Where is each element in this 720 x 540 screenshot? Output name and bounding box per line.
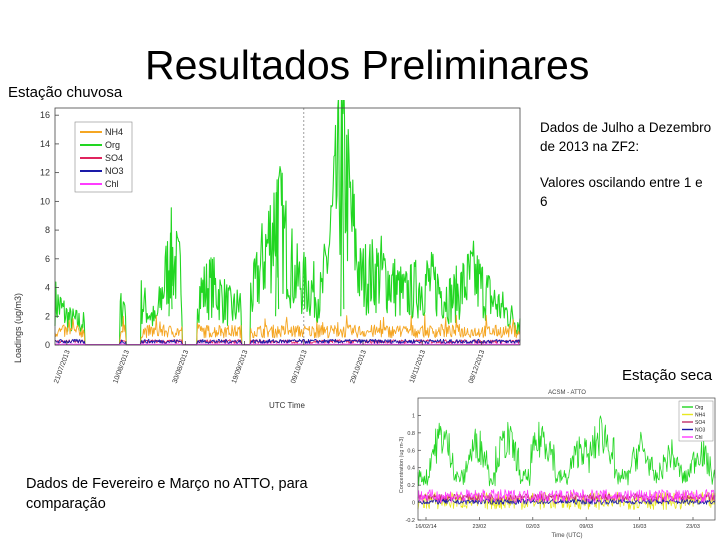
chart2-title: ACSM - ATTO [548, 390, 586, 396]
chart2-ytick-label: 1 [412, 413, 415, 419]
chart2-xtick-label: 02/03 [526, 524, 540, 530]
chart1-ytick-label: 10 [40, 196, 50, 206]
chart2-xtick-label: 16/02/14 [415, 524, 436, 530]
chart1-ytick-label: 2 [45, 311, 50, 321]
chart1-xtick-label: 18/11/2013 [409, 349, 427, 384]
chart1-ytick-label: 12 [40, 168, 50, 178]
chart2-ytick-label: 0.2 [407, 483, 415, 489]
chart2-ytick-label: 0.8 [407, 431, 415, 437]
chart1-xtick-label: 21/07/2013 [53, 349, 72, 384]
chart1-legend-label-nh4: NH4 [105, 127, 123, 137]
chart1-legend-label-so4: SO4 [105, 153, 123, 163]
chart2-legend-label-nh4: NH4 [695, 413, 705, 419]
slide-title: Resultados Preliminares [145, 42, 590, 88]
chart2-series-org [417, 415, 716, 487]
chart2-ylabel: Concentration (ug m-3) [399, 437, 405, 494]
chart2-xlabel: Time (UTC) [551, 533, 582, 539]
wet-season-chart: 0 2 4 6 8 10 12 14 16 21/07/2013 10/08/2013 30/08/2… [13, 100, 521, 410]
chart1-xtick-label: 19/09/2013 [231, 349, 250, 384]
chart1-series-org [54, 100, 521, 346]
chart2-legend-label-no3: NO3 [695, 428, 706, 434]
chart2-series-chl [417, 489, 716, 503]
chart1-series-chl [55, 343, 521, 346]
chart1-xtick-label: 30/08/2013 [172, 349, 191, 384]
chart1-ylabel: Loadings (ug/m3) [13, 293, 23, 363]
chart2-xtick-label: 23/03 [686, 524, 700, 530]
chart2-frame [417, 397, 716, 521]
note-top-line-2: Valores oscilando entre 1 e 6 [540, 175, 703, 209]
chart1-ytick-label: 4 [45, 283, 50, 293]
chart2-series-no3 [417, 498, 716, 505]
chart2-ytick-label: 0.4 [407, 466, 415, 472]
chart2-ytick-label: 0 [412, 501, 415, 507]
chart1-legend-label-no3: NO3 [105, 166, 124, 176]
chart1-ytick-label: 8 [45, 225, 50, 235]
note-top-line-1: Dados de Julho a Dezembro de 2013 na ZF2… [540, 120, 712, 154]
chart1-plot [54, 100, 521, 346]
chart2-legend-label-org: Org [695, 405, 704, 411]
chart1-xtick-label: 29/10/2013 [349, 349, 368, 384]
chart1-xtick-label: 08/12/2013 [468, 349, 487, 384]
chart1-ytick-label: 14 [40, 139, 50, 149]
chart1-xlabel: UTC Time [269, 401, 306, 410]
dry-season-chart: ACSM - ATTO -0.2 0 0.2 0.4 0.6 0.8 1 16/02/14 23… [370, 385, 720, 540]
note-bottom: Dados de Fevereiro e Março no ATTO, para… [26, 476, 308, 512]
chart2-legend-label-so4: SO4 [695, 420, 705, 426]
chart2-legend-label-chl: Chl [695, 435, 703, 441]
dry-season-label: Estação seca [622, 367, 713, 384]
chart1-legend-label-chl: Chl [105, 179, 119, 189]
chart2-ytick-label: -0.2 [406, 518, 415, 524]
chart2-plot [417, 415, 716, 510]
note-top: Dados de Julho a Dezembro de 2013 na ZF2… [540, 118, 712, 228]
chart2-xtick-label: 23/02 [473, 524, 487, 530]
chart2-ytick-label: 0.6 [407, 448, 415, 454]
chart1-legend-label-org: Org [105, 140, 120, 150]
chart1-xtick-label: 09/10/2013 [290, 349, 309, 384]
wet-season-label: Estação chuvosa [8, 84, 123, 101]
chart2-xtick-label: 09/03 [579, 524, 593, 530]
chart2-axes: -0.2 0 0.2 0.4 0.6 0.8 1 16/02/14 23/02 02/03 09/0… [406, 397, 716, 530]
chart1-ytick-label: 6 [45, 254, 50, 264]
chart1-ytick-label: 0 [45, 340, 50, 350]
chart1-ytick-label: 16 [40, 110, 50, 120]
chart2-xtick-label: 16/03 [633, 524, 647, 530]
chart1-legend: NH4 Org SO4 NO3 Chl [74, 121, 133, 193]
chart1-frame [54, 107, 521, 346]
chart1-xtick-label: 10/08/2013 [112, 349, 131, 384]
